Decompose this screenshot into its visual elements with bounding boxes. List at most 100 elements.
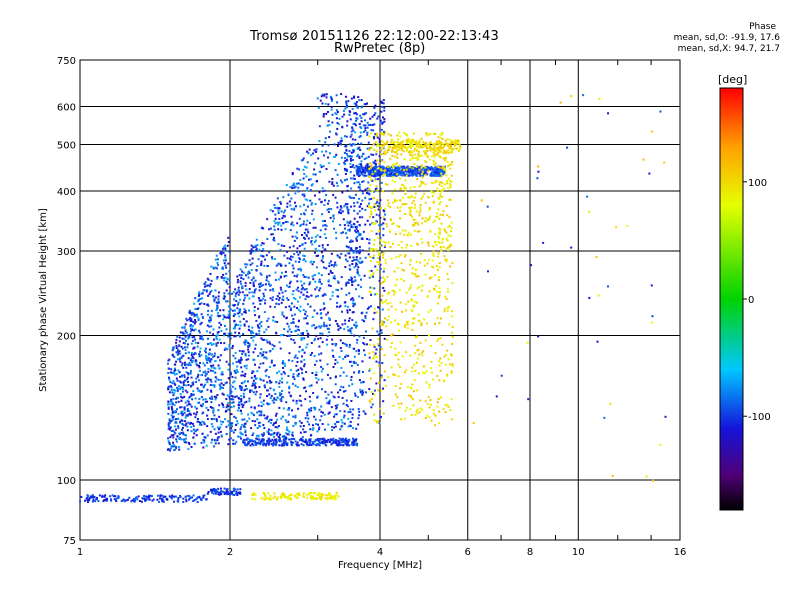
echo-point (413, 206, 416, 209)
echo-point (438, 262, 441, 265)
echo-point (297, 319, 300, 322)
echo-point (169, 385, 172, 388)
echo-point (440, 172, 443, 175)
echo-point (213, 488, 216, 491)
echo-point (158, 500, 161, 503)
echo-point (438, 287, 441, 290)
echo-point (277, 431, 280, 434)
echo-point (274, 364, 277, 367)
echo-point (356, 201, 359, 204)
echo-point (294, 235, 297, 238)
echo-point (251, 372, 254, 375)
echo-point (374, 188, 377, 191)
echo-point (361, 172, 364, 175)
echo-point (208, 348, 211, 351)
echo-point (230, 423, 233, 426)
echo-point (189, 330, 192, 333)
echo-point (332, 354, 335, 357)
echo-point (93, 495, 96, 498)
echo-point (292, 399, 295, 402)
phase-stats-x: mean, sd,X: 94.7, 21.7 (677, 44, 780, 54)
echo-point (299, 310, 302, 313)
echo-point (407, 171, 410, 174)
echo-point (364, 353, 367, 356)
echo-point (397, 375, 400, 378)
echo-point (423, 259, 426, 262)
echo-point (177, 352, 180, 355)
echo-point (433, 287, 436, 290)
echo-point (365, 330, 368, 333)
echo-point (257, 354, 260, 357)
echo-point (348, 384, 351, 387)
echo-point (237, 293, 240, 296)
echo-point (360, 286, 363, 289)
echo-point (189, 372, 192, 375)
echo-point (358, 274, 361, 277)
echo-point (410, 139, 413, 142)
echo-point (225, 432, 228, 435)
echo-point (292, 320, 295, 323)
echo-point (269, 342, 272, 345)
echo-point (413, 157, 416, 160)
echo-point (296, 247, 299, 250)
echo-point (446, 310, 449, 313)
echo-point (382, 251, 385, 254)
echo-point (292, 373, 295, 376)
echo-point (424, 170, 427, 173)
echo-point (352, 256, 355, 259)
echo-point (301, 368, 304, 371)
echo-point (235, 372, 238, 375)
echo-point (346, 442, 349, 445)
echo-point (347, 246, 350, 249)
echo-point (351, 281, 354, 284)
echo-point (355, 251, 358, 254)
echo-point (347, 329, 350, 332)
echo-point (343, 227, 346, 230)
echo-point (162, 500, 165, 503)
echo-point (436, 167, 439, 170)
echo-point (346, 311, 349, 314)
echo-point (290, 442, 293, 445)
echo-point (391, 179, 394, 182)
echo-point (396, 153, 399, 156)
echo-point (235, 395, 238, 398)
echo-point (236, 291, 239, 294)
echo-point (344, 107, 347, 110)
echo-point (175, 428, 178, 431)
echo-point (335, 305, 338, 308)
echo-point (397, 172, 400, 175)
echo-point (333, 143, 336, 146)
echo-point (445, 297, 448, 300)
echo-point (194, 320, 197, 323)
echo-point (380, 374, 383, 377)
echo-point (206, 388, 209, 391)
echo-point (295, 369, 298, 372)
echo-point (411, 154, 414, 157)
echo-point (387, 308, 390, 311)
echo-point (273, 239, 276, 242)
echo-point (357, 408, 360, 411)
echo-point (383, 379, 386, 382)
echo-point (346, 220, 349, 223)
echo-point (235, 369, 238, 372)
echo-point (205, 290, 208, 293)
echo-point (415, 210, 418, 213)
echo-point (335, 264, 338, 267)
echo-point (243, 426, 246, 429)
echo-point (262, 351, 265, 354)
echo-point (299, 431, 302, 434)
echo-point (210, 406, 213, 409)
echo-point (207, 377, 210, 380)
echo-point (290, 258, 293, 261)
echo-point (422, 350, 425, 353)
echo-point (385, 325, 388, 328)
echo-point (414, 170, 417, 173)
echo-point (375, 356, 378, 359)
echo-point (337, 325, 340, 328)
echo-point (443, 165, 446, 168)
echo-point (341, 424, 344, 427)
echo-point (212, 355, 215, 358)
echo-point (263, 264, 266, 267)
echo-point (313, 149, 316, 152)
echo-point (224, 244, 227, 247)
